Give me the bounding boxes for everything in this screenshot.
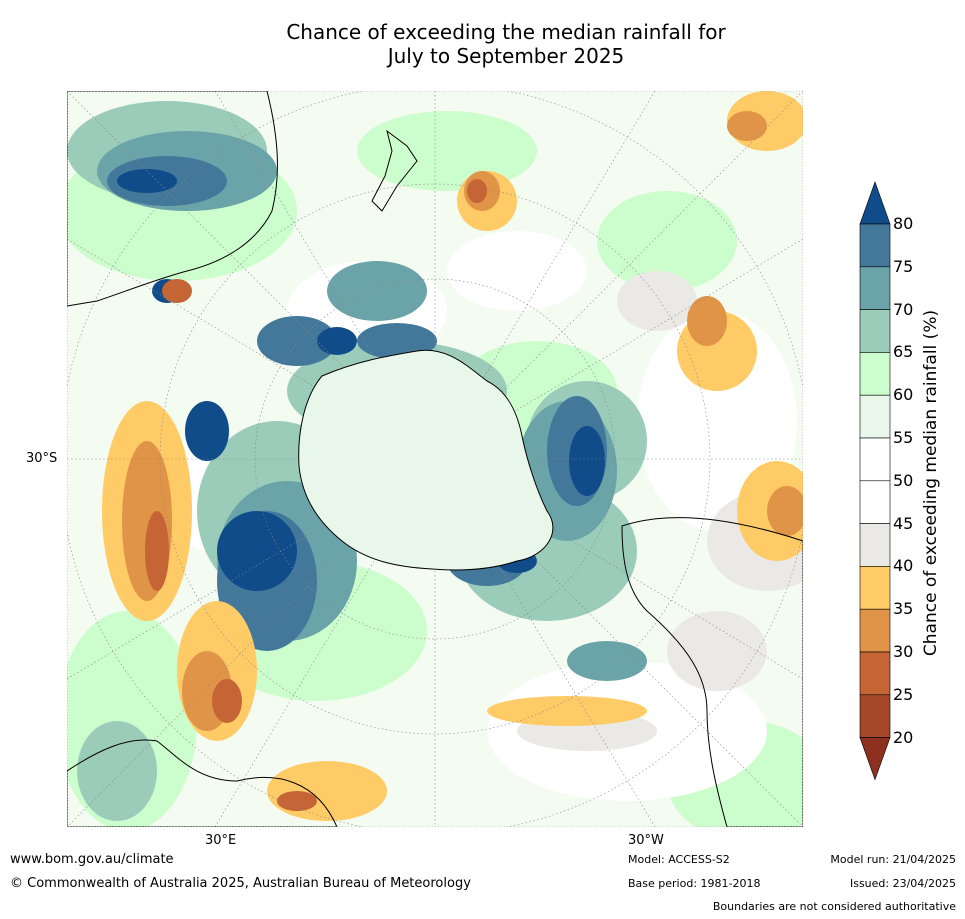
colorbar-tick-20: 20 xyxy=(893,727,914,747)
map-title: Chance of exceeding the median rainfall … xyxy=(200,20,812,68)
colorbar-band-c45_50 xyxy=(859,480,891,524)
lat-label-30s: 30°S xyxy=(26,451,58,466)
colorbar-tick-60: 60 xyxy=(893,385,914,405)
very-high-blue-regions xyxy=(117,169,605,591)
colorbar-tick-80: 80 xyxy=(893,214,914,233)
colorbar-tick-70: 70 xyxy=(893,299,914,319)
colorbar-band-c20_25 xyxy=(859,694,891,738)
colorbar-tick-40: 40 xyxy=(893,556,914,576)
colorbar-band-c70_75 xyxy=(859,266,891,310)
new-zealand-outline xyxy=(371,129,418,212)
colorbar-band-c40_45 xyxy=(859,523,891,567)
colorbar-tick-75: 75 xyxy=(893,256,914,276)
colorbar-band-c35_40 xyxy=(859,566,891,610)
colorbar-extend-high xyxy=(859,181,891,225)
colorbar-tick-25: 25 xyxy=(893,684,914,704)
colorbar-tick-65: 65 xyxy=(893,342,914,362)
colorbar-tick-45: 45 xyxy=(893,513,914,533)
rainfall-map xyxy=(67,91,803,827)
colorbar-band-c75_80 xyxy=(859,223,891,268)
colorbar-band-c30_35 xyxy=(859,608,891,653)
rust-regions xyxy=(145,179,487,811)
colorbar-tick-35: 35 xyxy=(893,599,914,619)
title-line-2: July to September 2025 xyxy=(387,44,625,68)
colorbar-label: Chance of exceeding median rainfall (%) xyxy=(921,309,941,657)
lon-label-30e: 30°E xyxy=(205,833,237,848)
australia-outline xyxy=(67,91,278,307)
footer-url: www.bom.gov.au/climate xyxy=(10,852,174,867)
colorbar-band-c25_30 xyxy=(859,651,891,696)
footer-disclaimer: Boundaries are not considered authoritat… xyxy=(712,900,956,913)
colorbar-band-c60_65 xyxy=(859,352,891,396)
colorbar-tick-55: 55 xyxy=(893,428,914,447)
colorbar-extend-low xyxy=(859,737,891,781)
footer-model: Model: ACCESS-S2 xyxy=(628,853,730,866)
footer-model-run: Model run: 21/04/2025 xyxy=(830,853,956,866)
colorbar-tick-30: 30 xyxy=(893,642,914,661)
colorbar-tick-50: 50 xyxy=(893,470,914,490)
colorbar-band-c55_60 xyxy=(859,394,891,439)
lon-label-30w: 30°W xyxy=(628,833,664,848)
title-line-1: Chance of exceeding the median rainfall … xyxy=(286,20,726,44)
africa-outline xyxy=(67,739,338,827)
colorbar-band-c65_70 xyxy=(859,309,891,353)
antarctica-outline xyxy=(298,349,554,571)
colorbar xyxy=(859,181,891,781)
south-america-outline xyxy=(621,517,803,827)
footer-copyright: © Commonwealth of Australia 2025, Austra… xyxy=(10,876,471,891)
footer-issued: Issued: 23/04/2025 xyxy=(849,877,956,890)
colorbar-band-c50_55 xyxy=(859,437,891,482)
footer-base-period: Base period: 1981-2018 xyxy=(628,877,761,890)
